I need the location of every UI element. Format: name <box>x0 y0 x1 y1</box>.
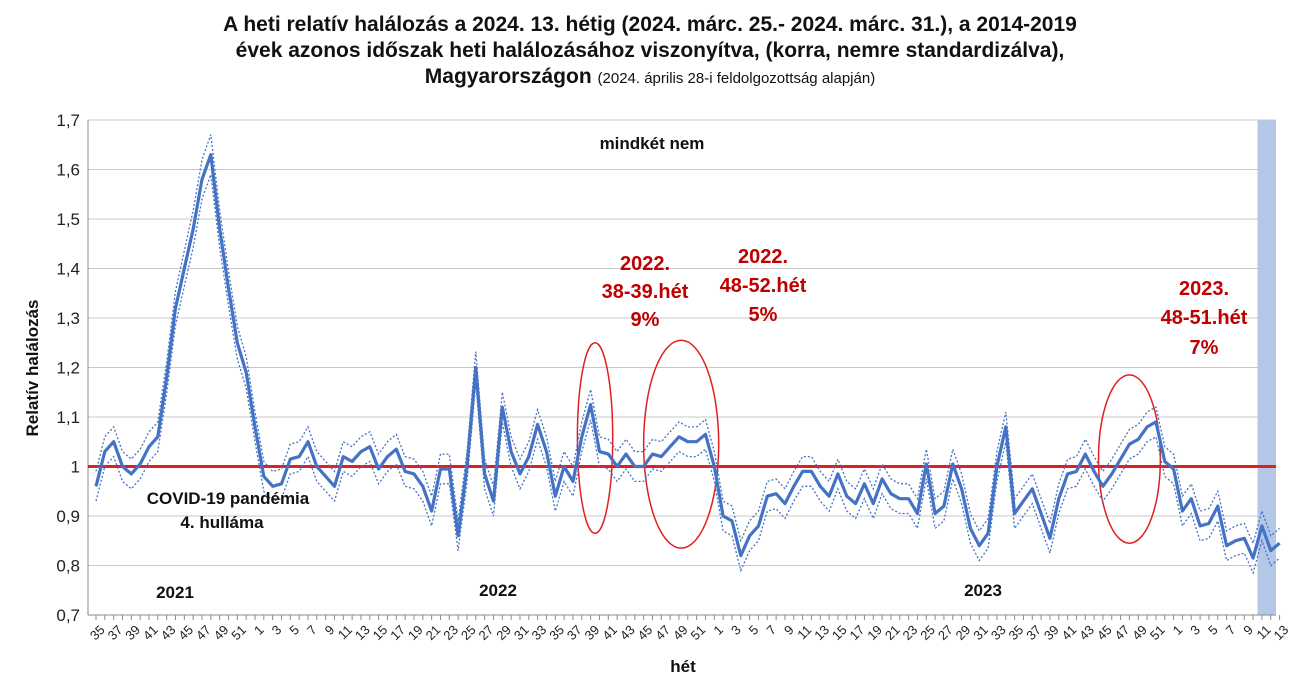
title-line-3: Magyarországon (2024. április 28-i feldo… <box>0 64 1300 92</box>
grid-layer <box>88 119 1276 616</box>
title-line-2: évek azonos időszak heti halálozásához v… <box>235 39 1065 62</box>
annotation-2023-48-51-weeks: 48-51.hét <box>1161 307 1248 329</box>
highlight-ellipse <box>576 342 614 535</box>
x-tick-label: 9 <box>322 622 338 638</box>
x-tick-label: 3 <box>1187 622 1203 638</box>
x-tick-label: 51 <box>1147 622 1168 643</box>
y-tick-label: 0,9 <box>56 507 80 526</box>
annotation-2022-48-52-weeks: 48-52.hét <box>720 275 807 297</box>
annotation-2022-38-39-year: 2022. <box>620 253 670 275</box>
annotation-year-2021: 2021 <box>156 583 194 602</box>
y-tick-label: 1,1 <box>56 408 80 427</box>
y-axis-title: Relatív halálozás <box>23 299 42 436</box>
annotation-2022-48-52-pct: 5% <box>749 304 778 326</box>
x-tick-label: 9 <box>781 622 797 638</box>
annotation-2022-48-52-year: 2022. <box>738 246 788 268</box>
highlight-band <box>1257 120 1276 615</box>
x-tick-label: 7 <box>1223 622 1239 638</box>
x-tick-label: 3 <box>269 622 285 638</box>
x-tick-label: 7 <box>763 622 779 638</box>
annotation-2022-38-39-weeks: 38-39.hét <box>602 281 689 303</box>
title-line-3-bold: Magyarországon <box>424 65 592 88</box>
y-tick-label: 1,4 <box>56 260 80 279</box>
title-line-1: A heti relatív halálozás a 2024. 13. hét… <box>223 13 1077 36</box>
x-tick-label: 51 <box>228 622 249 643</box>
series-line <box>94 153 1281 560</box>
y-tick-label: 1 <box>71 458 80 477</box>
title-line-3-note: (2024. április 28-i feldolgozottság alap… <box>597 70 876 87</box>
annotation-covid-line-2: 4. hulláma <box>180 513 264 532</box>
annotation-year-2023: 2023 <box>964 581 1002 600</box>
x-tick-label: 5 <box>286 622 302 638</box>
lower-band-line <box>95 174 1281 575</box>
x-tick-label: 1 <box>1170 622 1186 638</box>
x-tick-label: 9 <box>1240 622 1256 638</box>
upper-band-line <box>95 134 1281 546</box>
x-tick-label: 7 <box>304 622 320 638</box>
y-tick-label: 1,2 <box>56 359 80 378</box>
x-tick-label: 5 <box>746 622 762 638</box>
axis-layer <box>87 120 1281 620</box>
annotation-2023-48-51-year: 2023. <box>1179 278 1229 300</box>
x-tick-label: 1 <box>251 622 267 638</box>
highlight-ellipse <box>1097 374 1162 544</box>
highlight-ellipse <box>642 339 720 549</box>
y-tick-label: 0,8 <box>56 557 80 576</box>
x-tick-label: 13 <box>1271 622 1292 643</box>
x-tick-label: 3 <box>728 622 744 638</box>
x-tick-label: 5 <box>1205 622 1221 638</box>
ellipse-layer <box>576 339 1162 549</box>
y-tick-label: 1,5 <box>56 210 80 229</box>
y-tick-label: 1,6 <box>56 161 80 180</box>
y-tick-label: 0,7 <box>56 606 80 625</box>
annotation-covid-line-1: COVID-19 pandémia <box>147 489 310 508</box>
x-axis-title: hét <box>670 657 696 676</box>
x-tick-label: 1 <box>710 622 726 638</box>
annotation-year-2022: 2022 <box>479 581 517 600</box>
annotation-2023-48-51-pct: 7% <box>1190 337 1219 359</box>
annotation-both-sexes: mindkét nem <box>600 134 705 153</box>
series-layer <box>94 134 1281 575</box>
annotation-2022-38-39-pct: 9% <box>631 309 660 331</box>
y-tick-label: 1,7 <box>56 111 80 130</box>
y-tick-label: 1,3 <box>56 309 80 328</box>
chart-title: A heti relatív halálozás a 2024. 13. hét… <box>0 12 1300 92</box>
x-tick-label: 51 <box>688 622 709 643</box>
y-tick-labels: 0,7 0,8 0,9 1 1,1 1,2 1,3 1,4 1,5 1,6 1,7 <box>56 111 80 625</box>
